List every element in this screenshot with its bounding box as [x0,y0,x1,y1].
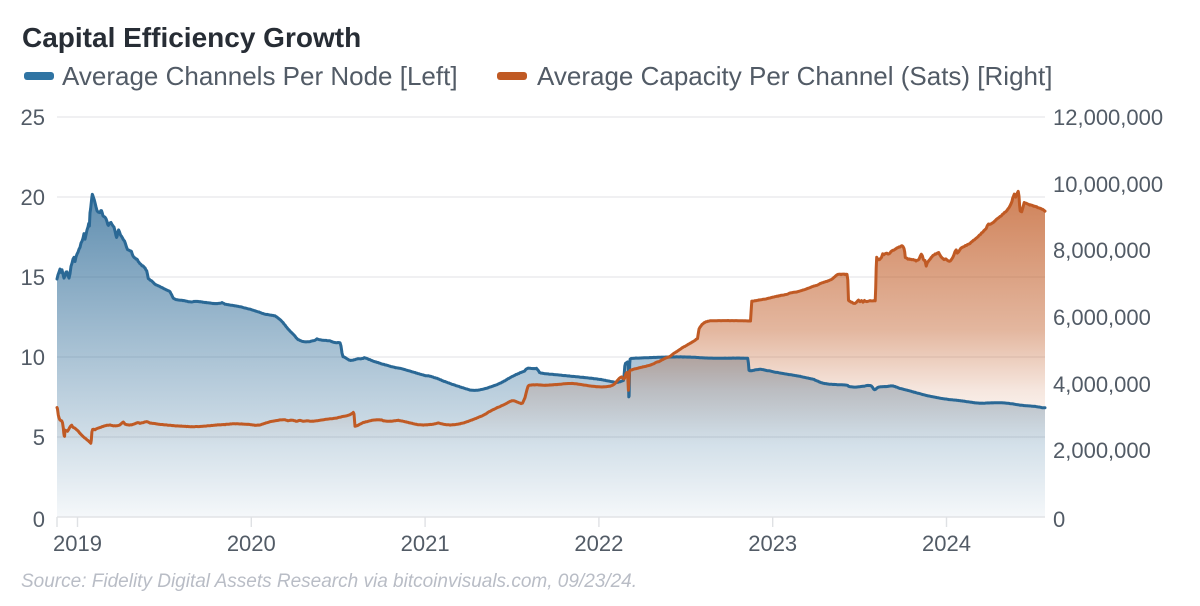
svg-text:2023: 2023 [748,531,797,556]
svg-text:8,000,000: 8,000,000 [1053,238,1151,263]
svg-text:6,000,000: 6,000,000 [1053,305,1151,330]
svg-text:4,000,000: 4,000,000 [1053,372,1151,397]
svg-text:20: 20 [21,185,45,210]
svg-text:2022: 2022 [574,531,623,556]
svg-text:25: 25 [21,105,45,130]
svg-text:0: 0 [33,507,45,532]
svg-text:2021: 2021 [401,531,450,556]
svg-text:Source: Fidelity Digital Asset: Source: Fidelity Digital Assets Research… [21,571,637,592]
svg-text:2020: 2020 [227,531,276,556]
svg-text:2024: 2024 [922,531,971,556]
svg-text:Average Capacity Per Channel (: Average Capacity Per Channel (Sats) [Rig… [537,61,1052,91]
svg-text:Capital Efficiency Growth: Capital Efficiency Growth [22,22,361,53]
svg-text:12,000,000: 12,000,000 [1053,105,1163,130]
svg-text:15: 15 [21,265,45,290]
svg-text:10: 10 [21,345,45,370]
svg-text:2019: 2019 [53,531,102,556]
svg-text:2,000,000: 2,000,000 [1053,438,1151,463]
svg-text:0: 0 [1053,507,1065,532]
svg-text:5: 5 [33,425,45,450]
svg-text:10,000,000: 10,000,000 [1053,172,1163,197]
svg-text:Average Channels Per Node [Lef: Average Channels Per Node [Left] [62,61,458,91]
